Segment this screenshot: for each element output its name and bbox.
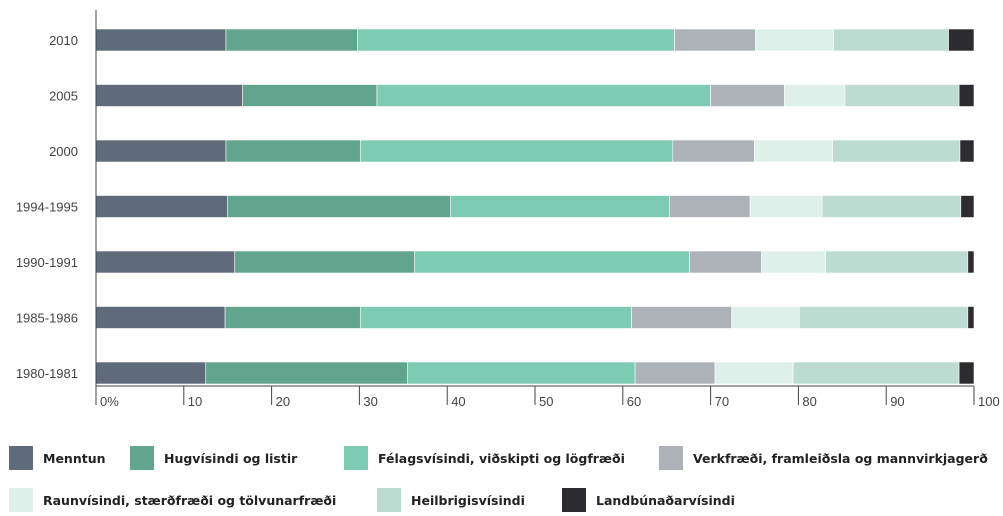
bar-segment [731,306,800,329]
legend-swatch [9,446,33,470]
legend-swatch [9,488,33,512]
bar-segment [755,28,834,52]
bars-layer [95,28,975,385]
legend-swatch [562,488,586,512]
bar-segment [749,195,823,218]
legend-item-felagsvisindi: Félagsvísindi, viðskipti og lögfræði [344,446,625,470]
legend-item-raunvisindi: Raunvísindi, stærðfræði og tölvunarfræði [9,488,336,512]
legend: Menntun Hugvísindi og listir Félagsvísin… [0,440,1003,516]
bar-segment [754,139,833,163]
bar-segment [234,250,416,274]
bar-segment [798,306,969,329]
legend-label: Félagsvísindi, viðskipti og lögfræði [378,450,625,466]
x-tick-label: 10 [188,394,202,409]
bar-segment [95,28,227,52]
bar-segment [959,139,975,163]
legend-item-menntun: Menntun [9,446,106,470]
bar-segment [224,306,361,329]
bar-segment [958,84,975,107]
bar-segment [958,361,975,385]
category-label: 1980-1981 [16,366,78,381]
bar-segment [95,361,207,385]
legend-item-verkfraedi: Verkfræði, framleiðsla og mannvirkjagerð [659,446,988,470]
x-tick-label: 0% [100,394,119,409]
bar-segment [844,84,960,107]
bar-segment [357,28,675,52]
legend-label: Landbúnaðarvísindi [596,492,735,508]
bar-segment [359,306,632,329]
legend-label: Heilbrigisvísindi [411,492,525,508]
x-tick-label: 80 [802,394,816,409]
bar-segment [825,250,969,274]
bar-segment [714,361,794,385]
bar-segment [95,250,236,274]
bar-segment [225,139,361,163]
bar-segment [960,195,975,218]
bar-segment [784,84,846,107]
bar-segment [95,139,227,163]
category-label: 2005 [49,89,78,104]
x-tick-label: 70 [715,394,729,409]
legend-item-landbunadarvisindi: Landbúnaðarvísindi [562,488,735,512]
stacked-bar-chart: 2010200520001994-19951990-19911985-19861… [16,10,1000,409]
bar-segment [359,139,674,163]
category-label: 2010 [49,33,78,48]
bar-segment [634,361,716,385]
legend-swatch [659,446,683,470]
category-label: 1985-1986 [16,311,78,326]
bar-segment [227,195,452,218]
legend-label: Hugvísindi og listir [164,450,298,466]
x-tick-label: 30 [363,394,377,409]
bar-segment [967,250,975,274]
x-tick-label: 20 [276,394,290,409]
bar-segment [95,195,228,218]
bar-segment [95,84,243,107]
bar-segment [414,250,690,274]
bar-segment [376,84,711,107]
bar-segment [948,28,975,52]
bar-segment [669,195,751,218]
bar-segment [689,250,762,274]
bar-segment [407,361,636,385]
legend-item-heilbrigisvisindi: Heilbrigisvísindi [377,488,525,512]
bar-segment [821,195,962,218]
bar-segment [672,139,755,163]
bar-segment [710,84,785,107]
legend-swatch [344,446,368,470]
bar-segment [95,306,226,329]
x-tick-label: 50 [539,394,553,409]
bar-segment [674,28,756,52]
legend-label: Menntun [43,450,106,466]
bar-segment [792,361,960,385]
x-tick-label: 90 [890,394,904,409]
legend-swatch [377,488,401,512]
x-tick-label: 100 [978,394,1000,409]
bar-segment [833,28,949,52]
bar-segment [832,139,961,163]
bar-segment [225,28,358,52]
bar-segment [205,361,408,385]
axes-layer: 2010200520001994-19951990-19911985-19861… [16,10,1000,409]
legend-swatch [130,446,154,470]
legend-item-hugvisindi: Hugvísindi og listir [130,446,297,470]
category-label: 1990-1991 [16,255,78,270]
bar-segment [761,250,826,274]
legend-label: Raunvísindi, stærðfræði og tölvunarfræði [43,492,337,508]
category-label: 1994-1995 [16,200,78,215]
x-tick-label: 60 [627,394,641,409]
legend-label: Verkfræði, framleiðsla og mannvirkjagerð [693,450,988,466]
bar-segment [967,306,975,329]
bar-segment [631,306,732,329]
x-tick-label: 40 [451,394,465,409]
bar-segment [242,84,378,107]
bar-segment [450,195,670,218]
category-label: 2000 [49,144,78,159]
